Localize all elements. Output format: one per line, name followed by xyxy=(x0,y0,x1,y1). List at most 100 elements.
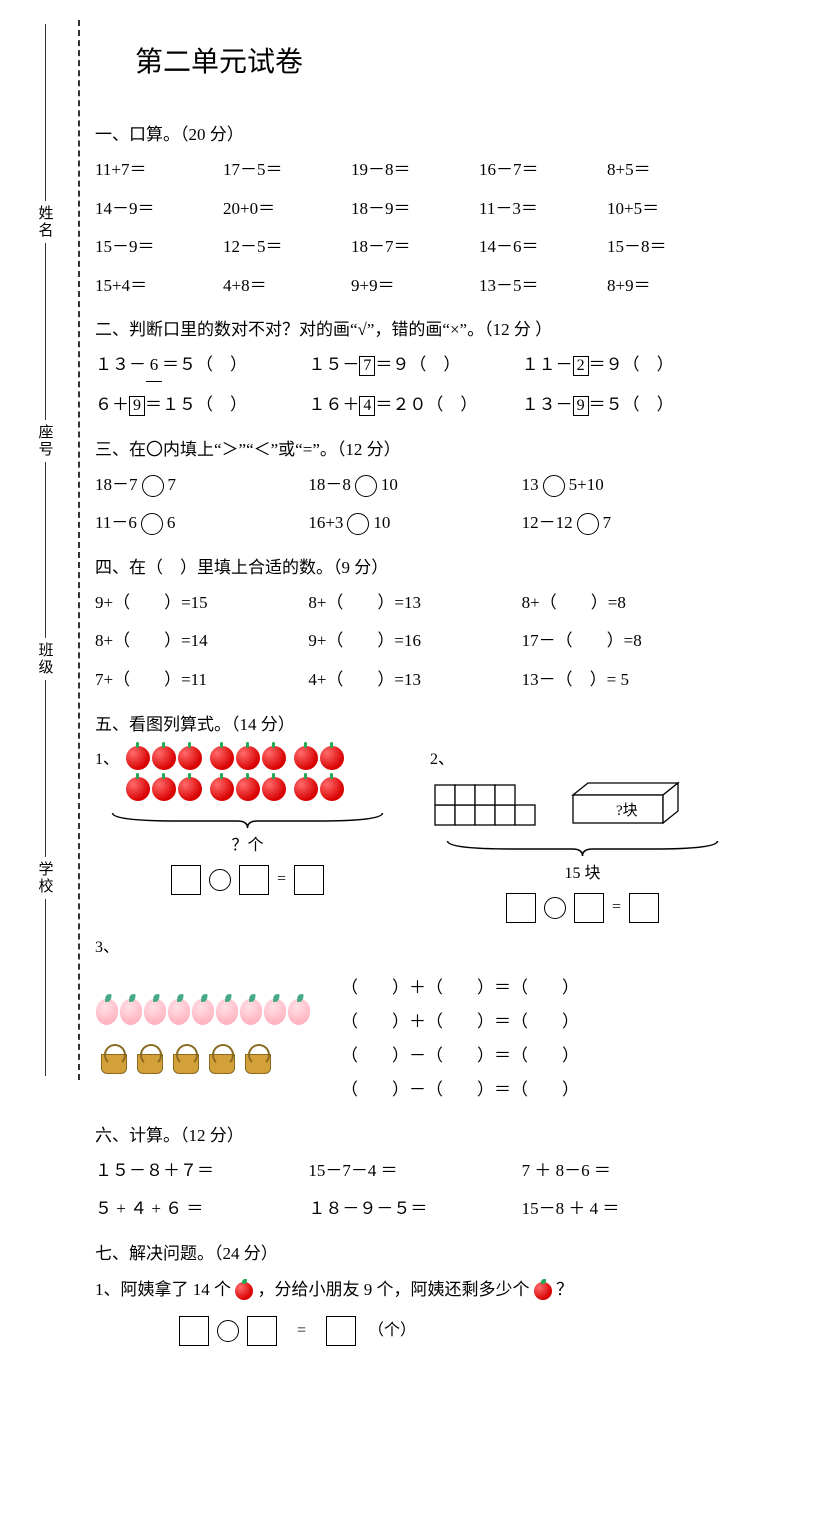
s4-item: 17－（ ）=8 xyxy=(522,626,735,657)
s1-cell: 15－8＝ xyxy=(607,232,735,263)
s1-cell: 14－9＝ xyxy=(95,194,223,225)
s7-q1-eq: = （个） xyxy=(175,1316,735,1346)
s7-q1-pre: 1、阿姨拿了 14 个 xyxy=(95,1280,231,1299)
s6-head: 六、计算。（12 分） xyxy=(95,1121,735,1146)
brace-icon xyxy=(95,811,400,829)
s2-item: １３－6＝５（ ） xyxy=(95,350,308,382)
answer-box-icon xyxy=(506,893,536,923)
compare-circle-icon xyxy=(142,475,164,497)
binding-margin: 姓名 座号 班级 学校 xyxy=(30,20,60,1080)
compare-circle-icon xyxy=(347,513,369,535)
s1-cell: 15+4＝ xyxy=(95,271,223,302)
compare-circle-icon xyxy=(355,475,377,497)
peach-row-icon xyxy=(95,998,311,1031)
answer-box-icon xyxy=(574,893,604,923)
compare-circle-icon xyxy=(543,475,565,497)
binding-dash xyxy=(78,20,80,1080)
blocks-unknown-icon: ?块 xyxy=(568,775,688,835)
s6-item: １８－９－５＝ xyxy=(308,1194,521,1225)
answer-box-icon xyxy=(171,865,201,895)
page-title: 第二单元试卷 xyxy=(135,40,735,80)
s1-cell: 11－3＝ xyxy=(479,194,607,225)
s3-item: 12－127 xyxy=(522,508,735,539)
s5-q3: （ ）＋（ ）＝（ ） （ ）＋（ ）＝（ ） （ ）－（ ）＝（ ） （ ）－… xyxy=(95,971,735,1107)
s4-item: 7+（ ）=11 xyxy=(95,665,308,696)
s1-cell: 15－9＝ xyxy=(95,232,223,263)
s7-q1: 1、阿姨拿了 14 个 ，分给小朋友 9 个，阿姨还剩多少个 ？ xyxy=(95,1274,735,1306)
s1-cell: 12－5＝ xyxy=(223,232,351,263)
s5-q3-eqs: （ ）＋（ ）＝（ ） （ ）＋（ ）＝（ ） （ ）－（ ）＝（ ） （ ）－… xyxy=(341,971,579,1107)
brace-icon xyxy=(430,839,735,857)
s1-cell: 8+5＝ xyxy=(607,155,735,186)
s1-cell: 16－7＝ xyxy=(479,155,607,186)
s3-item: 16+310 xyxy=(308,508,521,539)
s2-item: １１－2＝９（ ） xyxy=(522,350,735,382)
s1-cell: 10+5＝ xyxy=(607,194,735,225)
s5-q1-eq: = xyxy=(95,865,400,895)
blocks-unknown-label: ?块 xyxy=(616,802,638,819)
s1-cell: 20+0＝ xyxy=(223,194,351,225)
s1-cell: 9+9＝ xyxy=(351,271,479,302)
answer-box-icon xyxy=(247,1316,277,1346)
s5-q3-eq: （ ）－（ ）＝（ ） xyxy=(341,1039,579,1073)
op-circle-icon xyxy=(217,1320,239,1342)
s6-item: 7 ＋ 8－6 ＝ xyxy=(522,1156,735,1187)
s5-q3-eq: （ ）－（ ）＝（ ） xyxy=(341,1073,579,1107)
s7-q1-mid: ，分给小朋友 9 个，阿姨还剩多少个 xyxy=(258,1280,530,1299)
s5-q1: 1、 ？个 = xyxy=(95,745,400,923)
s1-cell: 14－6＝ xyxy=(479,232,607,263)
apple-icon xyxy=(534,1282,552,1300)
s5-q3-pics xyxy=(95,998,311,1080)
s5-q2-label: 2、 xyxy=(430,745,735,769)
s3-head: 三、在〇内填上“＞”“＜”或“=”。（12 分） xyxy=(95,435,735,460)
s1-cell: 17－5＝ xyxy=(223,155,351,186)
s5-q1-label: 1、 xyxy=(95,745,119,769)
s5-q2-eq: = xyxy=(430,893,735,923)
s5-q3-label: 3、 xyxy=(95,933,735,957)
apple-group-icon xyxy=(125,745,203,807)
basket-row-icon xyxy=(95,1045,311,1080)
answer-box-icon xyxy=(326,1316,356,1346)
s7-head: 七、解决问题。（24 分） xyxy=(95,1239,735,1264)
binding-label-class: 班级 xyxy=(35,642,56,676)
apple-group-icon xyxy=(209,745,287,807)
s1-head: 一、口算。（20 分） xyxy=(95,120,735,145)
s1-cell: 11+7＝ xyxy=(95,155,223,186)
s4-item: 4+（ ）=13 xyxy=(308,665,521,696)
s3-item: 18－810 xyxy=(308,470,521,501)
answer-box-icon xyxy=(179,1316,209,1346)
s6-item: 15－7－4 ＝ xyxy=(308,1156,521,1187)
s6-item: １５－８＋７＝ xyxy=(95,1156,308,1187)
s1-cell: 18－9＝ xyxy=(351,194,479,225)
s5-q1-caption: ？个 xyxy=(95,831,400,855)
answer-box-icon xyxy=(239,865,269,895)
s5-q3-eq: （ ）＋（ ）＝（ ） xyxy=(341,1005,579,1039)
s1-cell: 19－8＝ xyxy=(351,155,479,186)
s4-item: 8+（ ）=13 xyxy=(308,588,521,619)
s2-head: 二、判断口里的数对不对？对的画“√”，错的画“×”。（12 分 ） xyxy=(95,315,735,340)
apple-group-icon xyxy=(293,745,345,807)
s5-head: 五、看图列算式。（14 分） xyxy=(95,710,735,735)
s5-q3-eq: （ ）＋（ ）＝（ ） xyxy=(341,971,579,1005)
op-circle-icon xyxy=(209,869,231,891)
s5-q2-caption: 15 块 xyxy=(430,859,735,883)
s2-item: １３－9＝５（ ） xyxy=(522,390,735,421)
s4-item: 13－（ ）= 5 xyxy=(522,665,735,696)
s3-item: 11－66 xyxy=(95,508,308,539)
s2-item: １５－7＝９（ ） xyxy=(308,350,521,382)
s3-item: 18－77 xyxy=(95,470,308,501)
binding-label-school: 学校 xyxy=(35,861,56,895)
binding-label-name: 姓名 xyxy=(35,205,56,239)
s2-item: ６＋9＝１５（ ） xyxy=(95,390,308,421)
compare-circle-icon xyxy=(141,513,163,535)
s1-cell: 13－5＝ xyxy=(479,271,607,302)
s4-head: 四、在（ ）里填上合适的数。（9 分） xyxy=(95,553,735,578)
s6-item: ５ + ４ + ６ ＝ xyxy=(95,1194,308,1225)
worksheet-page: 第二单元试卷 一、口算。（20 分） 11+7＝ 17－5＝ 19－8＝ 16－… xyxy=(95,40,735,1346)
answer-box-icon xyxy=(294,865,324,895)
s1-cell: 4+8＝ xyxy=(223,271,351,302)
s7-q1-unit: （个） xyxy=(376,1322,416,1339)
s4-item: 9+（ ）=15 xyxy=(95,588,308,619)
apple-icon xyxy=(235,1282,253,1300)
answer-box-icon xyxy=(629,893,659,923)
